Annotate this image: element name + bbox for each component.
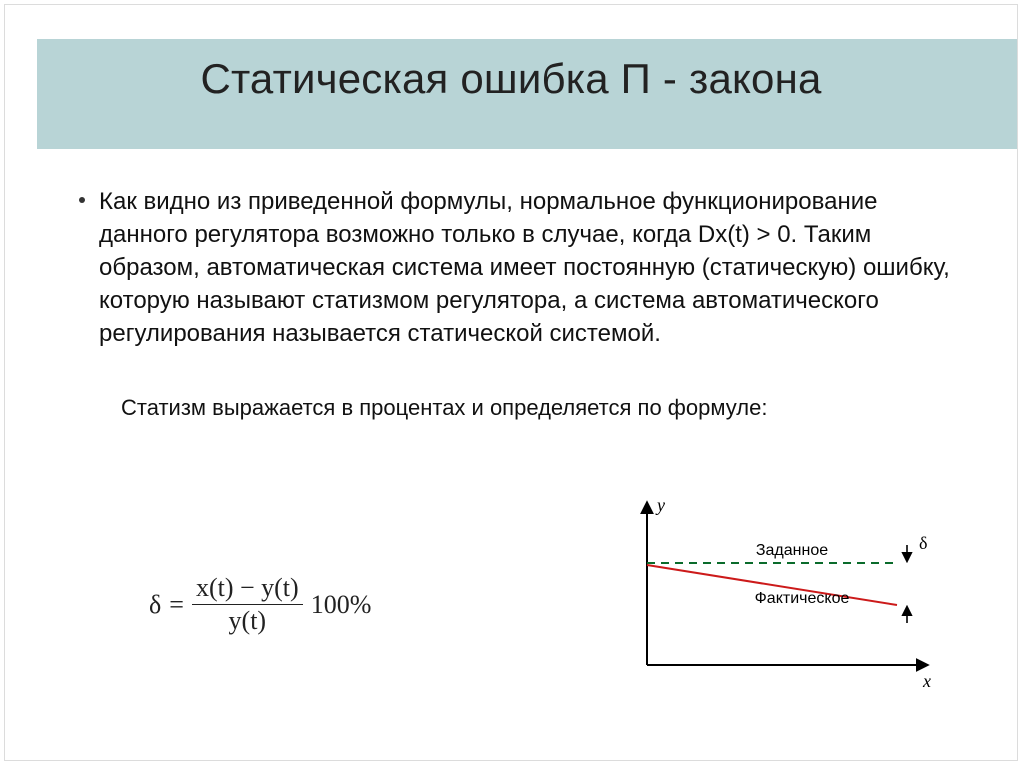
svg-text:Фактическое: Фактическое [755, 590, 850, 607]
formula-denominator: y(t) [225, 605, 271, 634]
formula-numerator: x(t) − y(t) [192, 575, 303, 605]
svg-text:Заданное: Заданное [756, 542, 828, 559]
sub-paragraph: Статизм выражается в процентах и определ… [121, 393, 957, 423]
formula: δ = x(t) − y(t) y(t) 100% [149, 575, 371, 634]
svg-text:δ: δ [919, 533, 927, 553]
formula-suffix: 100% [311, 590, 372, 620]
slide-title: Статическая ошибка П - закона [5, 55, 1017, 103]
svg-text:x: x [922, 671, 931, 691]
slide-frame: Статическая ошибка П - закона Как видно … [4, 4, 1018, 761]
svg-text:y: y [655, 495, 665, 515]
formula-eq: = [169, 590, 184, 620]
main-paragraph: Как видно из приведенной формулы, нормал… [99, 185, 957, 351]
formula-lhs: δ [149, 590, 161, 620]
bullet-row: Как видно из приведенной формулы, нормал… [79, 185, 957, 351]
formula-fraction: x(t) − y(t) y(t) [192, 575, 303, 634]
body-area: Как видно из приведенной формулы, нормал… [79, 185, 957, 422]
statism-chart: y x Заданное Фактическое δ [597, 485, 957, 715]
lower-region: δ = x(t) − y(t) y(t) 100% yxЗаданноеФакт… [79, 515, 977, 735]
bullet-dot-icon [79, 197, 85, 203]
